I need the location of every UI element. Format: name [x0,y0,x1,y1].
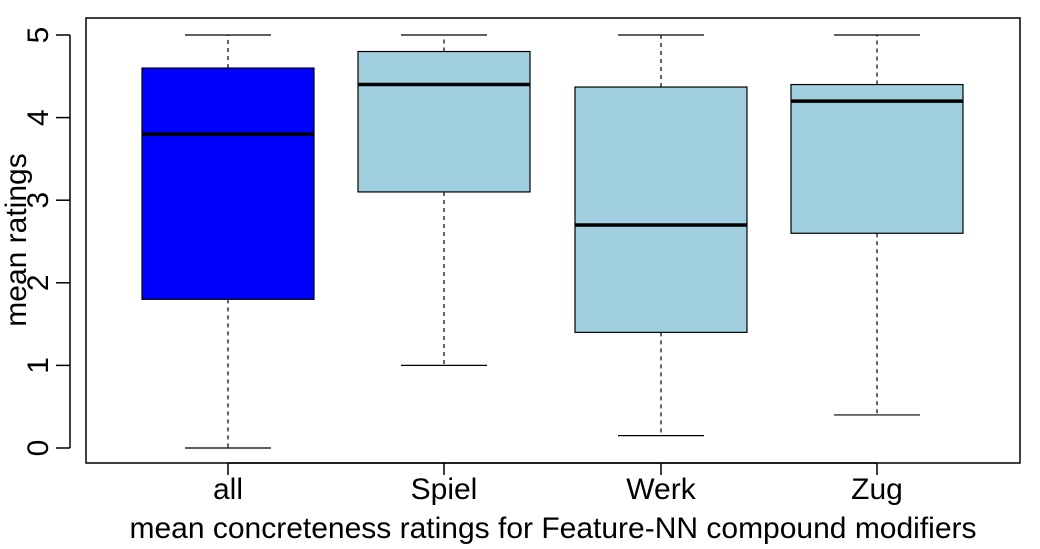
iqr-box [141,67,315,300]
y-tick-label: 4 [22,109,55,126]
x-tick-label-werk: Werk [626,473,696,506]
y-tick-label: 0 [22,440,55,457]
y-tick-label: 5 [22,27,55,44]
x-tick-label-zug: Zug [851,473,903,506]
box-spiel [357,34,531,366]
iqr-box [790,83,964,234]
box-werk [574,34,748,437]
y-tick-label: 2 [22,274,55,291]
box-all [141,34,315,449]
y-tick-label: 1 [22,357,55,374]
iqr-box [357,50,531,193]
boxes-group [141,34,964,449]
y-axis: 0 1 2 3 4 5 [22,27,71,457]
iqr-box [574,86,748,333]
box-zug [790,34,964,416]
x-axis-title: mean concreteness ratings for Feature-NN… [129,512,976,545]
x-axis: all Spiel Werk Zug [213,462,903,506]
x-tick-label-all: all [213,473,243,506]
y-axis-title: mean ratings [0,153,33,326]
x-tick-label-spiel: Spiel [411,473,478,506]
y-tick-label: 3 [22,192,55,209]
